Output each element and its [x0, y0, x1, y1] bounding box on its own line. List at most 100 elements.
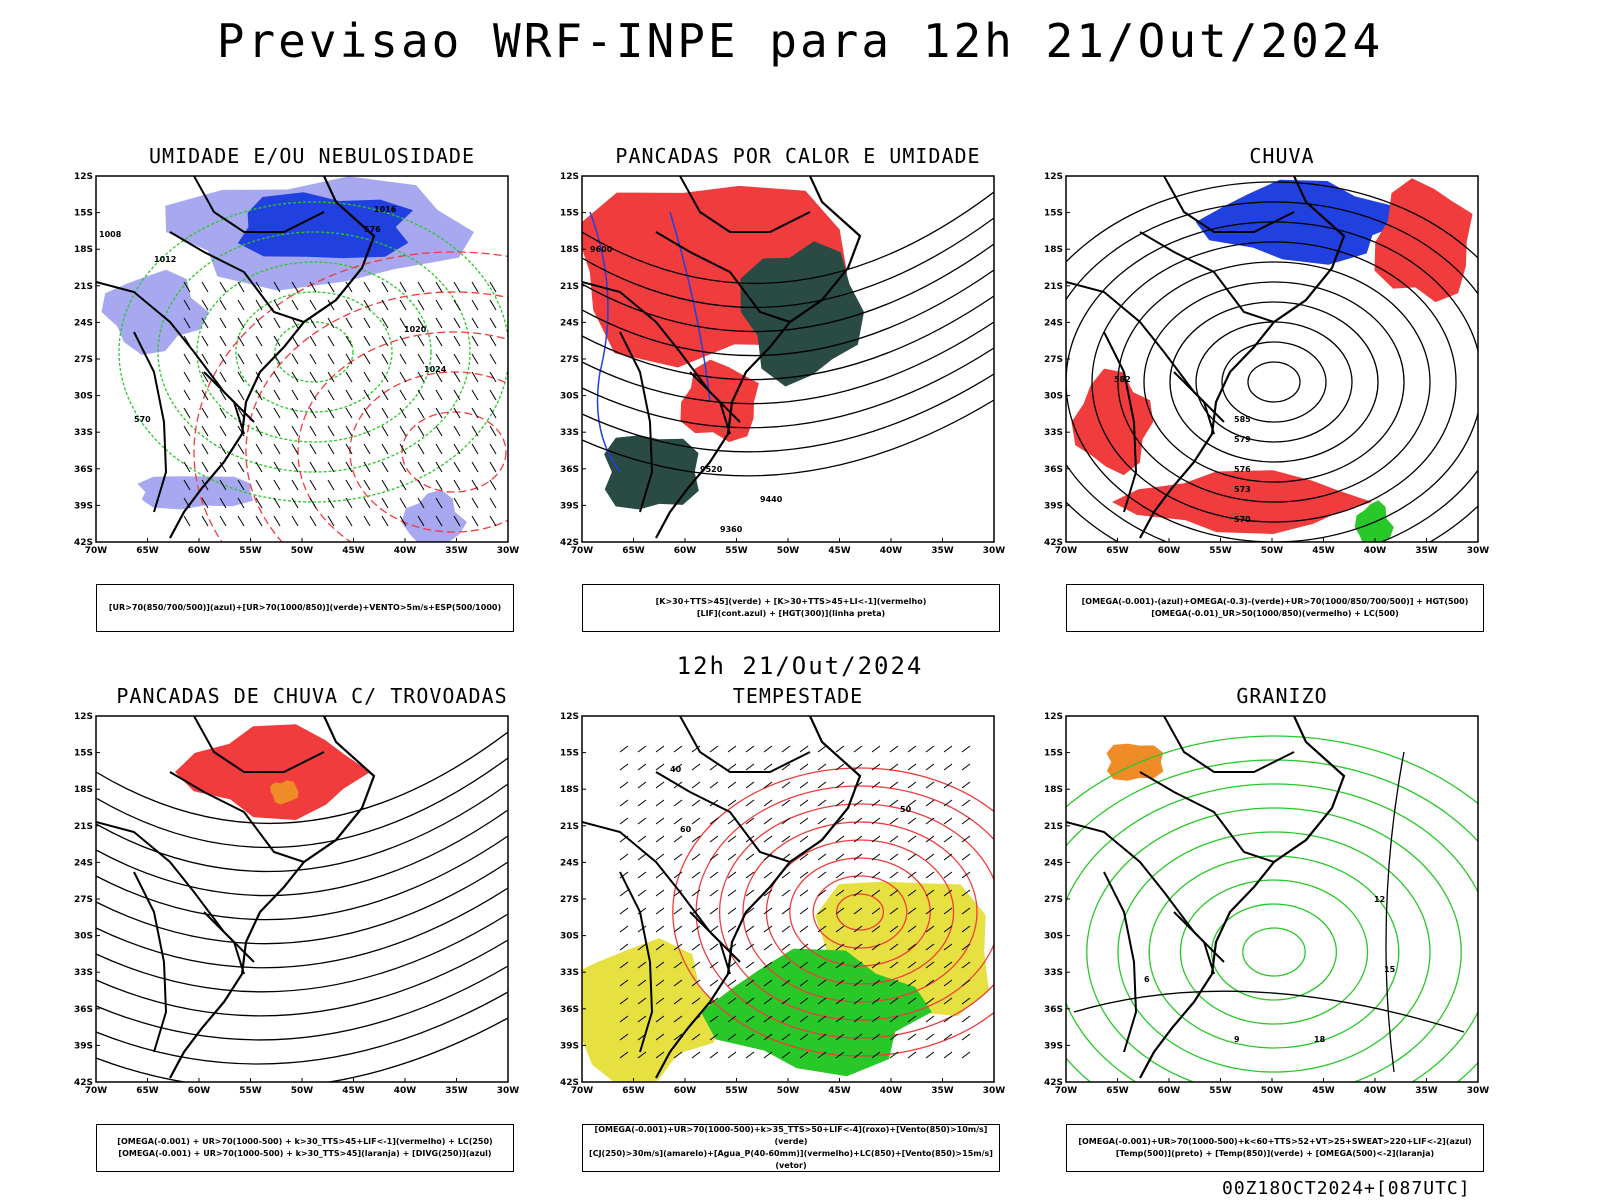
wind-vector — [219, 425, 227, 437]
legend-line: [OMEGA(-0.001) + UR>70(1000-500) + k>30_… — [117, 1137, 493, 1146]
lon-tick-label: 65W — [136, 1086, 159, 1096]
wind-vector — [345, 335, 353, 347]
wind-vector — [489, 461, 497, 473]
wind-vector — [417, 515, 425, 527]
thickness-contour-red — [245, 291, 508, 542]
wind-vector — [943, 745, 953, 753]
wind-vector — [183, 353, 191, 365]
wind-vector — [853, 745, 863, 753]
wind-vector — [489, 497, 497, 509]
thickness-contour-red — [193, 251, 508, 542]
wind-vector — [237, 353, 245, 365]
humidity-contour-green — [235, 291, 393, 413]
wind-vector — [619, 979, 629, 987]
wind-vector — [853, 835, 863, 843]
wind-vector — [345, 497, 353, 509]
wind-vector — [291, 407, 299, 419]
contour-label: 9 — [1234, 1035, 1240, 1044]
wind-vector — [201, 317, 209, 329]
coastline-layer — [582, 716, 862, 1079]
lon-tick-label: 45W — [342, 546, 365, 556]
wind-vector — [817, 889, 827, 897]
wind-vector — [961, 979, 971, 987]
lat-tick-label: 21S — [1044, 822, 1063, 832]
wind-vector — [619, 1015, 629, 1023]
legend-line: [OMEGA(-0.001)-(azul)+OMEGA(-0.3)-(verde… — [1081, 597, 1469, 606]
storm-area-orange — [270, 780, 299, 805]
lon-tick-label: 45W — [1312, 546, 1335, 556]
wind-vector — [273, 389, 281, 401]
wind-vector — [345, 515, 353, 527]
wind-vector — [655, 817, 665, 825]
wind-vector — [309, 317, 317, 329]
border-line — [655, 231, 791, 323]
wind-vector — [673, 1015, 683, 1023]
wind-vector — [871, 997, 881, 1005]
temp850-contour-green — [1210, 903, 1338, 1001]
lat-tick-label: 36S — [1044, 465, 1063, 475]
wind-vector — [817, 979, 827, 987]
contour-label: 1016 — [374, 205, 397, 214]
wind-vector — [835, 799, 845, 807]
wind-vector — [619, 853, 629, 861]
wind-vector — [183, 479, 191, 491]
wind-vector — [889, 889, 899, 897]
wind-vector — [925, 799, 935, 807]
lat-tick-label: 27S — [560, 355, 579, 365]
border-line — [619, 871, 654, 1053]
wind-vector — [453, 317, 461, 329]
wind-vector — [871, 943, 881, 951]
wind-vector — [835, 1015, 845, 1023]
wind-vector — [943, 781, 953, 789]
wind-vector — [853, 1015, 863, 1023]
wind-vector — [871, 745, 881, 753]
map-pancadas-calor: 9600 9520 9440 9360 12S 15S 18S 21S 24S 27S 30S 33S… — [560, 172, 1005, 556]
wind-vector — [781, 979, 791, 987]
wind-vector — [381, 353, 389, 365]
wind-vector — [871, 979, 881, 987]
wind-vector — [727, 1033, 737, 1041]
wind-vector — [691, 961, 701, 969]
wind-vector — [871, 835, 881, 843]
wind-vector — [745, 871, 755, 879]
border-line — [1103, 331, 1138, 513]
wind-vector — [237, 299, 245, 311]
wind-vector — [655, 835, 665, 843]
temp850-contour-green — [1066, 759, 1478, 1082]
wind-vector — [655, 907, 665, 915]
wind-vector — [201, 353, 209, 365]
wind-vector — [619, 745, 629, 753]
omega-area-red — [1374, 178, 1473, 303]
border-line — [193, 716, 325, 773]
lat-tick-label: 39S — [74, 1041, 93, 1051]
wind-vector — [255, 353, 263, 365]
humidity-area-lightblue — [101, 269, 209, 355]
wind-vector — [453, 479, 461, 491]
wind-vector — [907, 889, 917, 897]
wind-vector — [637, 997, 647, 1005]
wind-vector — [871, 817, 881, 825]
wind-vector — [471, 461, 479, 473]
wind-vector — [345, 371, 353, 383]
lat-tick-label: 24S — [560, 858, 579, 868]
wind-vector — [291, 353, 299, 365]
map-content: 40 50 60 — [582, 716, 994, 1082]
wind-vector — [417, 497, 425, 509]
lon-tick-label: 30W — [983, 1086, 1006, 1096]
wind-vector — [871, 925, 881, 933]
humidity-area-lightblue — [137, 476, 254, 510]
wind-vector — [637, 745, 647, 753]
wind-vector — [309, 497, 317, 509]
lat-tick-label: 36S — [1044, 1005, 1063, 1015]
wind-vector — [255, 497, 263, 509]
lat-tick-label: 39S — [560, 1041, 579, 1051]
wind-vector — [619, 1033, 629, 1041]
lat-tick-label: 21S — [74, 822, 93, 832]
wind-vector — [835, 763, 845, 771]
wind-vector — [709, 853, 719, 861]
wind-vector — [673, 889, 683, 897]
lif-contour-blue — [669, 211, 711, 403]
wind-vector — [655, 997, 665, 1005]
lat-tick-label: 33S — [74, 968, 93, 978]
wind-vector — [219, 497, 227, 509]
